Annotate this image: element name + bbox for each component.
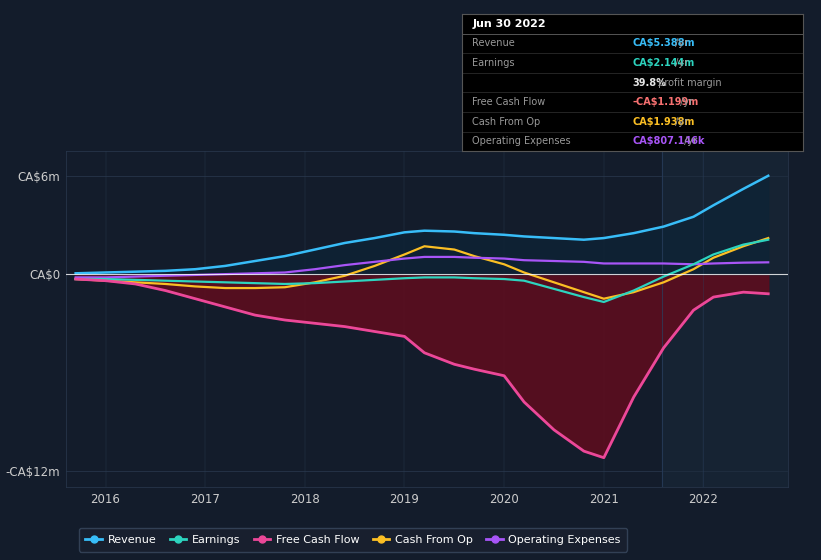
Text: Free Cash Flow: Free Cash Flow xyxy=(472,97,546,107)
Text: profit margin: profit margin xyxy=(654,78,722,87)
Text: CA$1.938m: CA$1.938m xyxy=(632,117,695,127)
Text: /yr: /yr xyxy=(677,97,693,107)
Text: -CA$1.199m: -CA$1.199m xyxy=(632,97,699,107)
Text: /yr: /yr xyxy=(681,137,697,146)
Bar xyxy=(662,151,788,487)
Text: /yr: /yr xyxy=(672,117,689,127)
Text: /yr: /yr xyxy=(672,39,689,48)
Legend: Revenue, Earnings, Free Cash Flow, Cash From Op, Operating Expenses: Revenue, Earnings, Free Cash Flow, Cash … xyxy=(79,528,627,552)
Text: 39.8%: 39.8% xyxy=(632,78,667,87)
Text: Cash From Op: Cash From Op xyxy=(472,117,541,127)
Text: CA$5.388m: CA$5.388m xyxy=(632,39,695,48)
Text: CA$807.146k: CA$807.146k xyxy=(632,137,705,146)
Text: Earnings: Earnings xyxy=(472,58,515,68)
Text: Revenue: Revenue xyxy=(472,39,516,48)
Text: CA$2.144m: CA$2.144m xyxy=(632,58,695,68)
Text: Operating Expenses: Operating Expenses xyxy=(472,137,571,146)
Text: /yr: /yr xyxy=(672,58,689,68)
Text: Jun 30 2022: Jun 30 2022 xyxy=(472,19,546,29)
